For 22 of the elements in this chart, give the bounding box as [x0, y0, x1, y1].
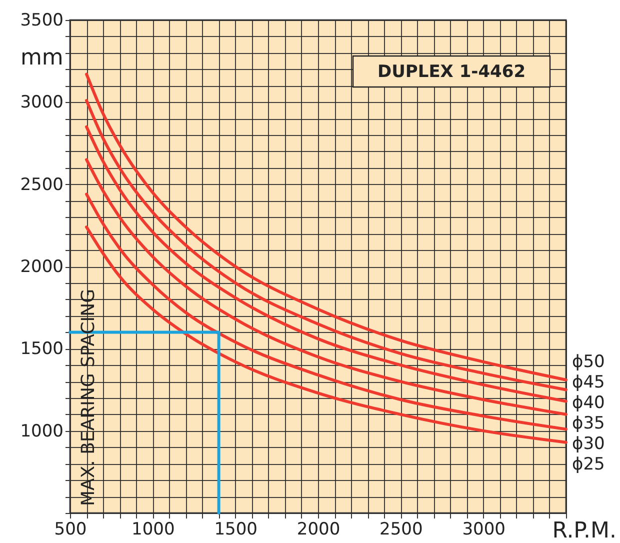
x-axis-title: R.P.M.: [552, 518, 616, 543]
annotation: MAX. BEARING SPACING: [78, 288, 99, 506]
x-tick-label: 1000: [132, 520, 175, 540]
text: DUPLEX 1-4462: [377, 62, 526, 82]
x-tick-label: 3000: [462, 520, 506, 540]
x-tick-label: 2500: [380, 520, 423, 540]
y-tick-label: 1000: [20, 421, 64, 442]
x-tick-label: 500: [54, 520, 87, 540]
y-tick-label: 3500: [20, 10, 64, 30]
x-tick-label: 1500: [214, 520, 258, 540]
y-axis-title: mm: [20, 46, 64, 70]
series-label: ϕ30: [572, 434, 605, 454]
series-label: ϕ35: [572, 414, 605, 434]
series-label: ϕ50: [572, 352, 605, 372]
series-label: ϕ40: [572, 393, 605, 414]
y-tick-label: 1500: [20, 339, 64, 360]
y-tick-label: 2500: [20, 174, 64, 195]
series-label: ϕ25: [572, 454, 605, 475]
y-tick-label: 2000: [20, 257, 64, 277]
y-tick-label: 3000: [20, 92, 64, 113]
series-label: ϕ45: [572, 372, 605, 393]
x-tick-label: 2000: [296, 520, 340, 540]
